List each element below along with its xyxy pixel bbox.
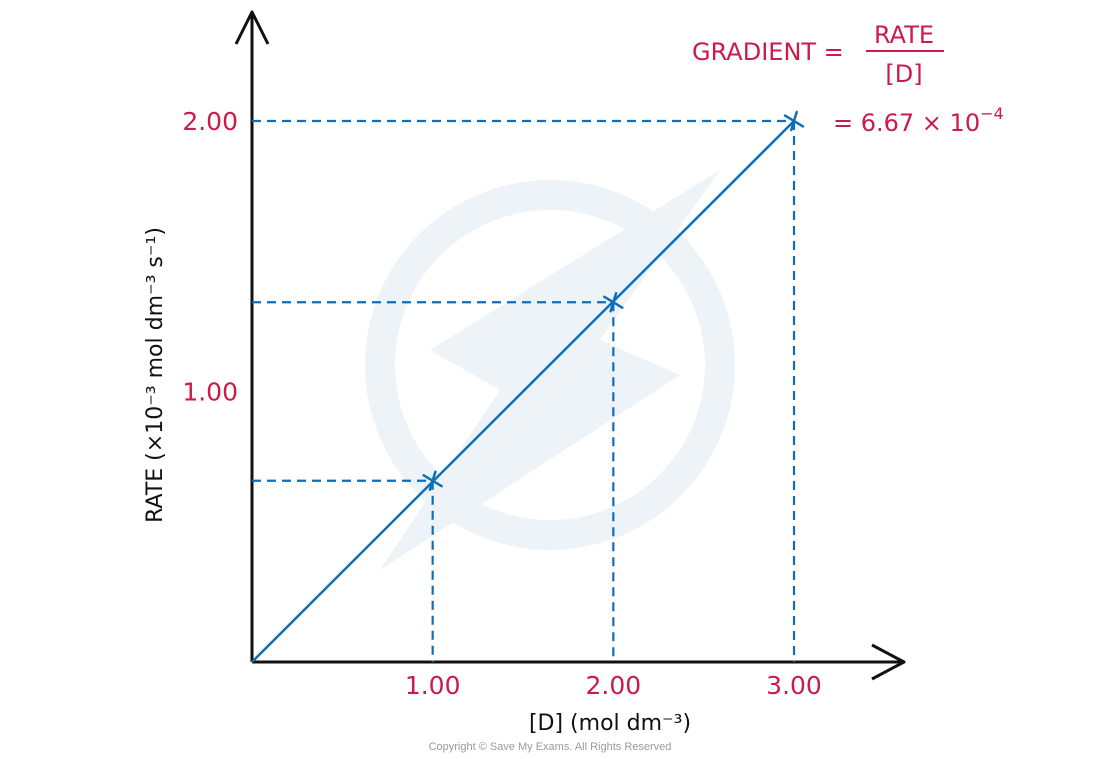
gradient-annotation: GRADIENT = RATE [D] = 6.67 × 10−4 xyxy=(692,21,1004,137)
dashed-guide-lines xyxy=(252,119,796,662)
x-tick-label-1: 1.00 xyxy=(405,671,461,700)
copyright-notice: Copyright © Save My Exams. All Rights Re… xyxy=(428,741,672,753)
watermark-logo xyxy=(365,170,735,570)
data-point-2 xyxy=(603,291,624,313)
y-axis-title: RATE (×10⁻³ mol dm⁻³ s⁻¹) xyxy=(143,227,168,523)
gradient-label: GRADIENT = xyxy=(692,38,844,66)
y-axis-arrowhead xyxy=(234,10,270,45)
x-tick-label-2: 2.00 xyxy=(586,671,642,700)
y-tick-label-1: 1.00 xyxy=(182,378,238,407)
gradient-value-base: = 6.67 × 10 xyxy=(833,109,980,137)
series-line xyxy=(251,120,795,663)
data-series xyxy=(251,110,805,663)
gradient-value-exponent: −4 xyxy=(980,104,1004,123)
gradient-value: = 6.67 × 10−4 xyxy=(833,104,1004,137)
y-tick-labels: 1.00 2.00 xyxy=(182,107,238,407)
x-axis-arrowhead xyxy=(871,643,906,681)
y-tick-label-2: 2.00 xyxy=(182,107,238,136)
data-point-3 xyxy=(783,110,805,132)
gradient-denominator: [D] xyxy=(885,60,922,88)
gradient-numerator: RATE xyxy=(874,21,934,49)
x-axis-title: [D] (mol dm⁻³) xyxy=(529,711,691,736)
x-tick-label-3: 3.00 xyxy=(766,671,822,700)
data-point-1 xyxy=(422,470,443,492)
x-tick-labels: 1.00 2.00 3.00 xyxy=(405,671,822,700)
